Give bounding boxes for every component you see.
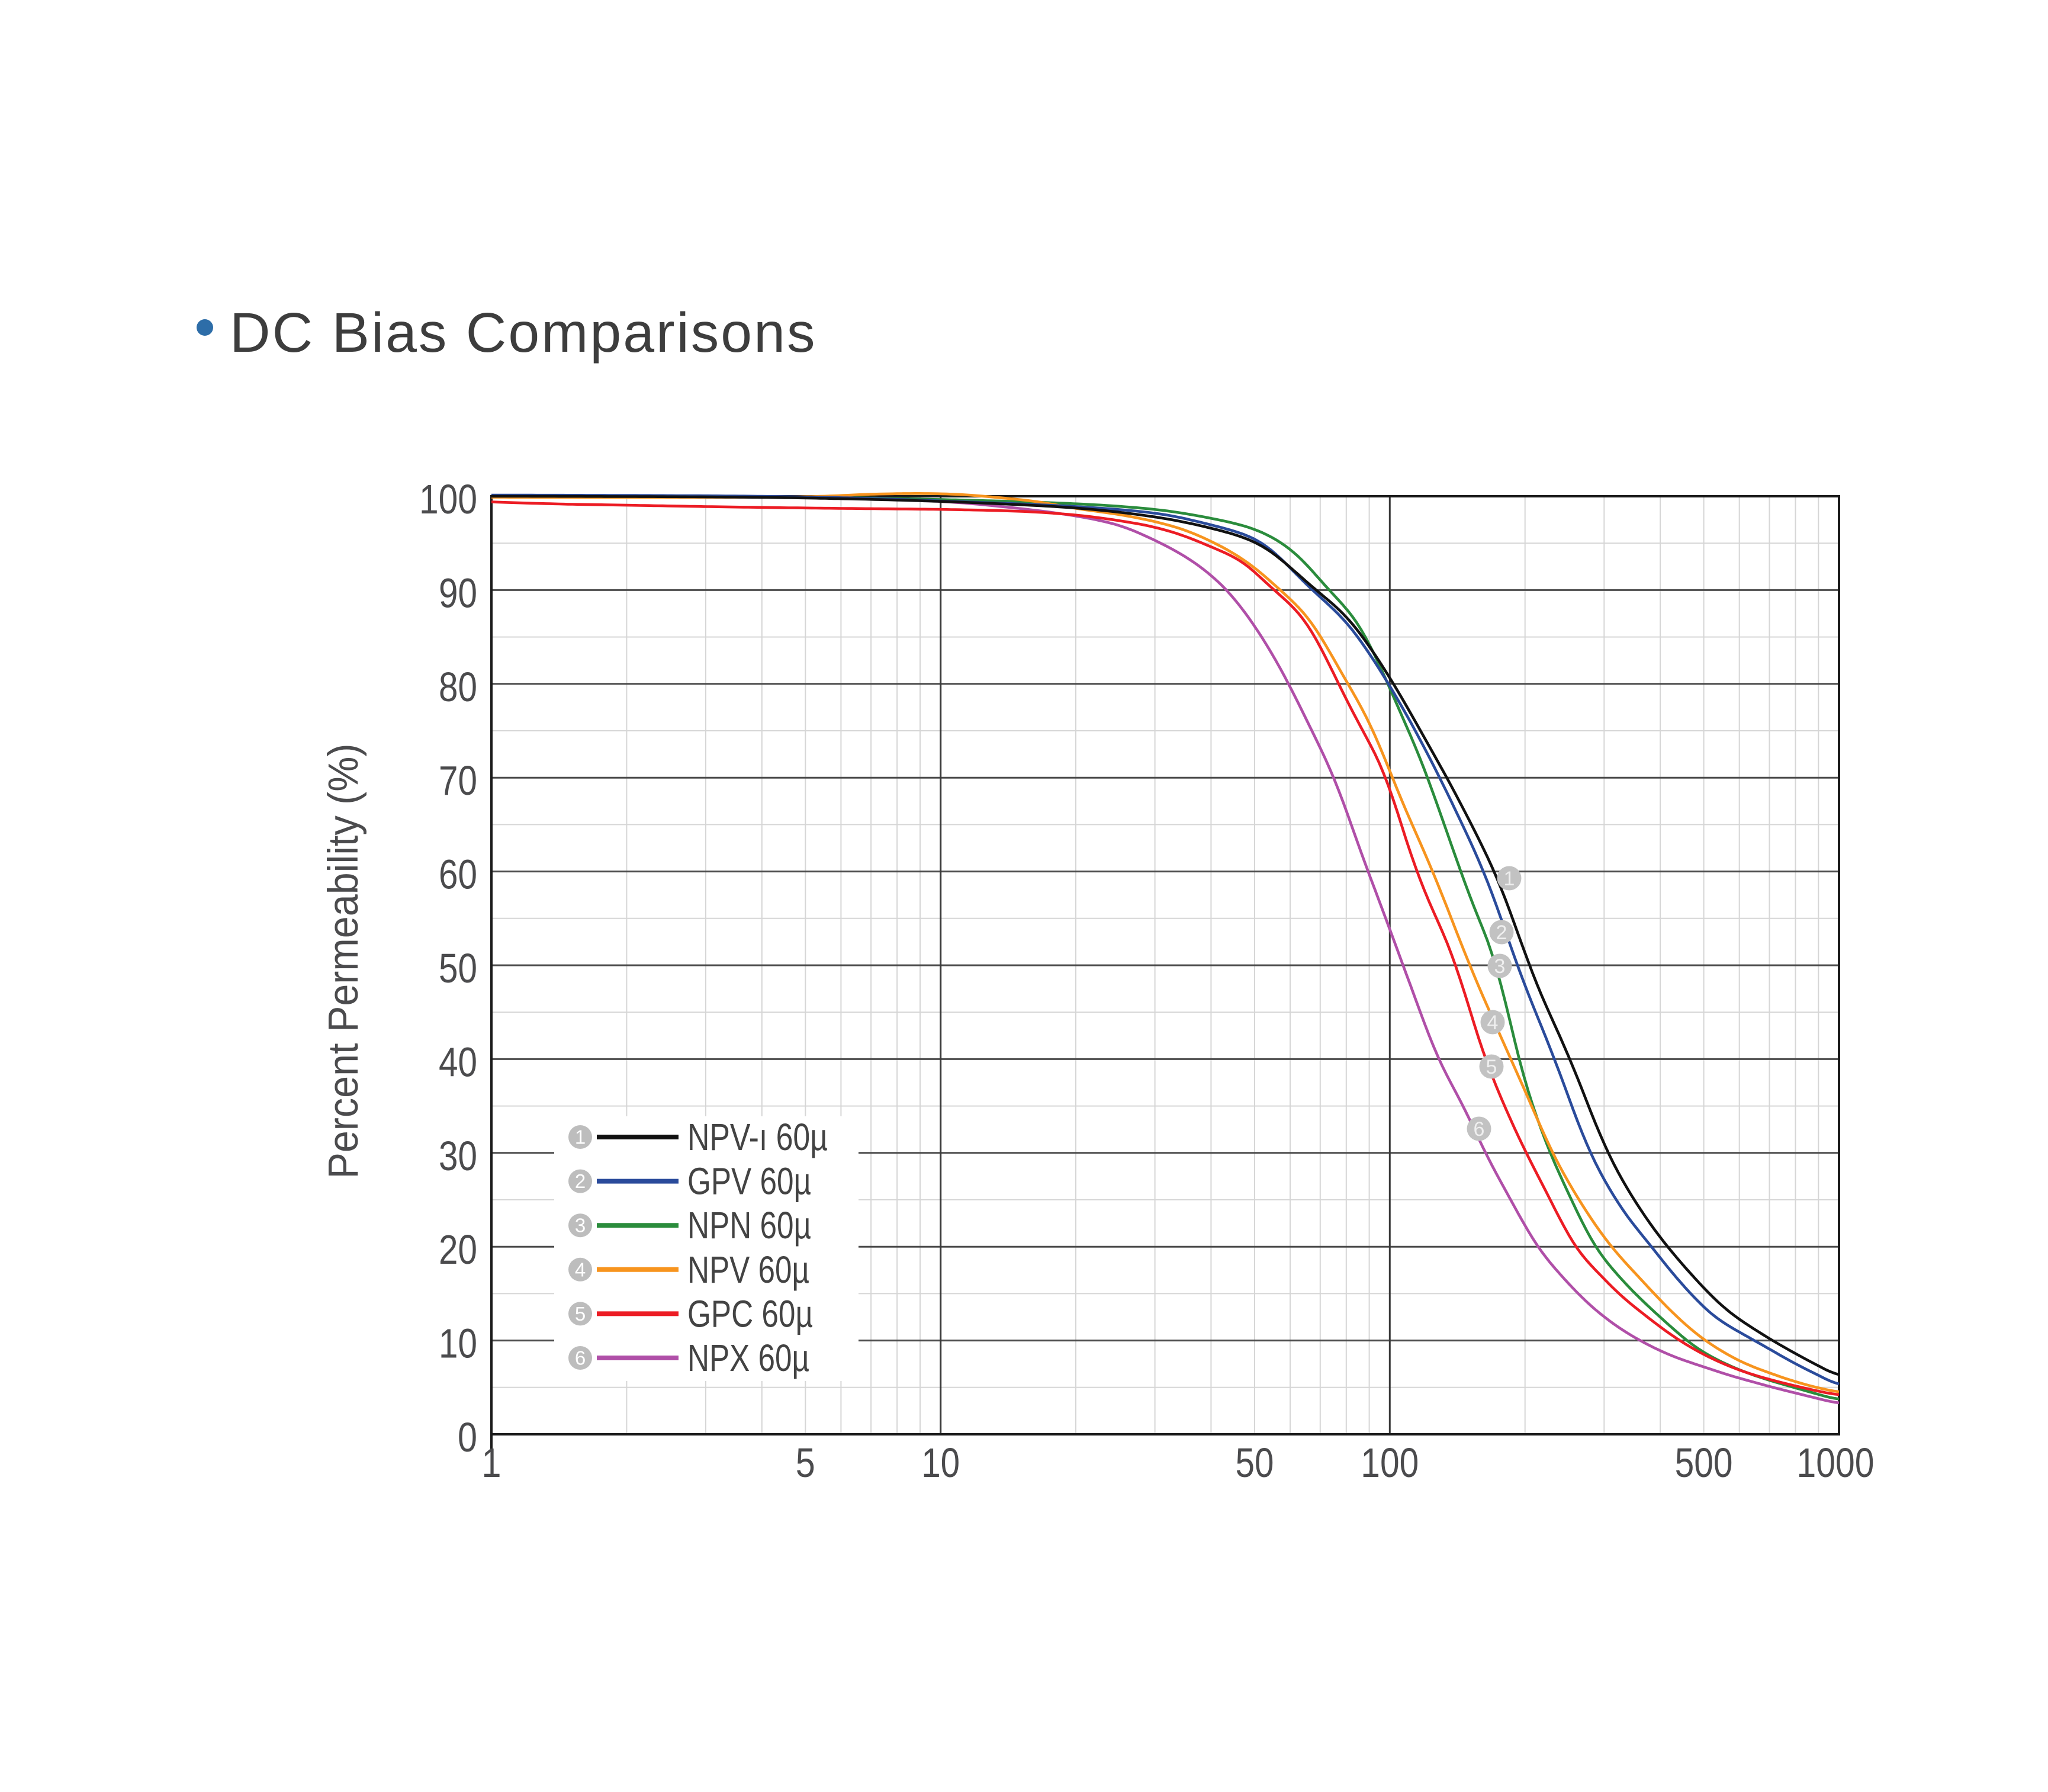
svg-text:10: 10: [439, 1321, 477, 1367]
svg-text:90: 90: [439, 570, 477, 616]
svg-text:30: 30: [439, 1133, 477, 1179]
svg-text:4: 4: [1487, 1011, 1499, 1034]
svg-text:0: 0: [458, 1414, 477, 1460]
svg-text:1000: 1000: [1797, 1440, 1875, 1486]
svg-text:5: 5: [575, 1303, 586, 1325]
svg-text:5: 5: [1486, 1056, 1497, 1078]
svg-text:4: 4: [575, 1258, 586, 1280]
svg-text:20: 20: [439, 1226, 477, 1273]
svg-text:50: 50: [439, 945, 477, 991]
svg-text:NPV 60µ: NPV 60µ: [687, 1248, 809, 1291]
svg-text:GPV 60µ: GPV 60µ: [687, 1160, 811, 1203]
svg-text:40: 40: [439, 1039, 477, 1085]
svg-text:Percent Permeability (%): Percent Permeability (%): [320, 744, 367, 1179]
svg-text:80: 80: [439, 664, 477, 710]
svg-text:10: 10: [921, 1440, 960, 1486]
svg-text:1: 1: [482, 1440, 501, 1486]
svg-text:70: 70: [439, 757, 477, 804]
svg-text:50: 50: [1236, 1440, 1274, 1486]
svg-text:60: 60: [439, 852, 477, 898]
svg-text:NPX 60µ: NPX 60µ: [687, 1337, 809, 1379]
svg-text:1: 1: [575, 1126, 586, 1148]
svg-text:2: 2: [1496, 921, 1507, 944]
svg-text:6: 6: [1474, 1118, 1485, 1141]
svg-text:6: 6: [575, 1347, 586, 1369]
svg-text:2: 2: [575, 1170, 586, 1192]
svg-text:500: 500: [1675, 1440, 1733, 1486]
svg-text:100: 100: [419, 476, 477, 522]
svg-text:5: 5: [796, 1440, 815, 1486]
svg-text:DC Bias Comparisons: DC Bias Comparisons: [230, 301, 816, 364]
svg-text:NPV-ı 60µ: NPV-ı 60µ: [687, 1116, 828, 1158]
svg-text:GPC 60µ: GPC 60µ: [687, 1292, 813, 1335]
svg-text:100: 100: [1361, 1440, 1419, 1486]
svg-text:1: 1: [1504, 868, 1515, 890]
svg-text:3: 3: [575, 1215, 586, 1237]
svg-text:3: 3: [1494, 955, 1506, 978]
svg-text:NPN 60µ: NPN 60µ: [687, 1204, 811, 1247]
